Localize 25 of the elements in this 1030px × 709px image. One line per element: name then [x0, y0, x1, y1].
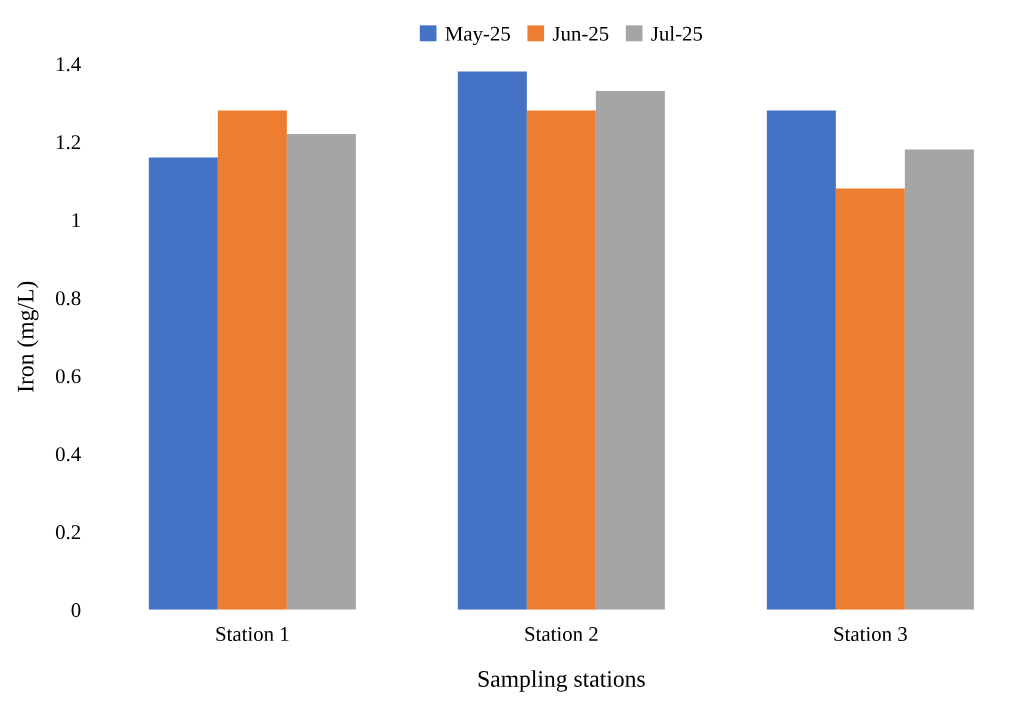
bar — [904, 149, 974, 610]
y-tick-label: 1.2 — [56, 135, 81, 150]
bar — [595, 91, 665, 610]
y-tick-label: 1 — [72, 213, 80, 228]
x-axis-title: Sampling stations — [478, 670, 645, 692]
y-axis-title: Iron (mg/L) — [17, 281, 39, 392]
bar — [766, 110, 836, 610]
legend-label: May-25 — [445, 26, 510, 46]
bar — [286, 134, 356, 610]
legend-label: Jul-25 — [651, 26, 703, 41]
bar — [217, 110, 287, 610]
bar — [835, 188, 905, 610]
x-tick-label: Station 1 — [216, 627, 289, 642]
y-tick-label: 1.4 — [56, 57, 81, 72]
y-tick-label: 0.8 — [55, 291, 81, 306]
bar — [148, 157, 218, 610]
bar — [526, 110, 596, 610]
x-tick-label: Station 3 — [834, 627, 907, 642]
y-tick-label: 0.6 — [55, 369, 81, 384]
y-tick-label: 0.4 — [55, 447, 81, 462]
y-tick-label: 0.2 — [55, 525, 81, 540]
legend-label: Jun-25 — [552, 26, 609, 41]
bar — [457, 71, 527, 610]
y-tick-label: 0 — [71, 603, 81, 618]
x-tick-label: Station 2 — [525, 627, 598, 642]
